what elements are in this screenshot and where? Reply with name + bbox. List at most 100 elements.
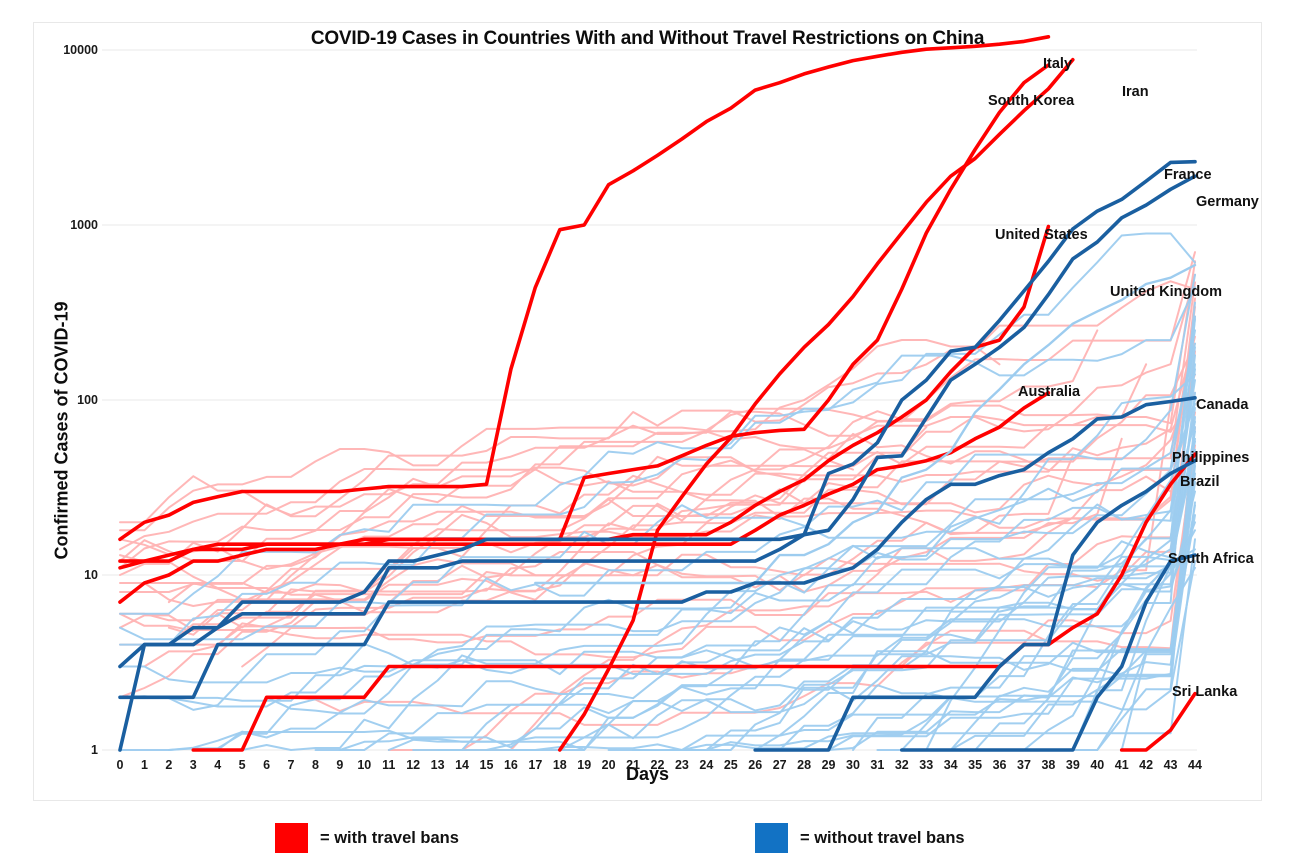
legend-item-with-travel-bans: = with travel bans [275,823,459,853]
x-tick-label-10: 10 [357,758,372,772]
series-label-united-kingdom: United Kingdom [1110,284,1222,300]
background-line-ban-23 [119,281,1196,602]
background-line-ban-17 [119,339,1001,569]
x-tick-label-27: 27 [772,758,787,772]
background-line-ban-11 [119,260,1196,532]
x-tick-label-28: 28 [797,758,812,772]
x-tick-label-21: 21 [626,758,641,772]
background-line-noban-16 [705,430,1196,751]
x-tick-label-1: 1 [140,758,148,772]
x-tick-label-44: 44 [1188,758,1202,772]
series-label-brazil: Brazil [1180,474,1220,490]
x-tick-label-32: 32 [894,758,909,772]
legend-swatch-without-travel-bans [755,823,788,853]
x-tick-label-15: 15 [479,758,494,772]
x-tick-label-26: 26 [748,758,763,772]
background-line-ban-22 [461,475,1172,751]
x-tick-label-6: 6 [263,758,271,772]
series-label-south-korea: South Korea [988,93,1075,109]
x-tick-label-16: 16 [503,758,518,772]
background-line-noban-34 [338,504,1196,751]
x-tick-label-11: 11 [382,758,396,772]
background-line-noban-31 [1120,514,1196,751]
series-line-united-kingdom [534,263,1197,585]
background-line-ban-14 [241,411,1196,668]
x-tick-label-2: 2 [165,758,173,772]
legend-swatch-with-travel-bans [275,823,308,853]
series-label-germany: Germany [1196,194,1259,210]
x-tick-label-7: 7 [287,758,295,772]
series-line-south-africa [900,553,1197,752]
x-tick-label-3: 3 [189,758,197,772]
background-line-noban-36 [412,454,1196,751]
legend-label-with-travel-bans: = with travel bans [320,828,459,847]
series-label-australia: Australia [1018,384,1081,400]
series-line-germany [118,174,1197,752]
x-tick-label-35: 35 [968,758,983,772]
background-line-noban-9 [314,363,1196,751]
x-tick-label-43: 43 [1163,758,1178,772]
series-line-italy [118,35,1051,542]
background-line-ban-5 [119,273,1196,551]
y-tick-label-1000: 1000 [70,218,98,232]
background-line-ban-10 [119,329,1099,570]
x-axis-title: Days [625,764,670,784]
background-line-noban-19 [827,416,1196,751]
x-tick-label-22: 22 [650,758,665,772]
background-line-noban-33 [119,472,1196,751]
y-tick-label-1: 1 [91,743,98,757]
background-line-ban-24 [216,342,1196,629]
legend-label-without-travel-bans: = without travel bans [800,828,965,847]
x-tick-label-8: 8 [311,758,319,772]
background-line-noban-12 [509,407,1196,751]
series-label-united-states: United States [995,227,1088,243]
x-tick-label-29: 29 [821,758,836,772]
background-line-noban-8 [241,342,1196,751]
background-line-ban-9 [167,350,1196,604]
x-tick-label-34: 34 [943,758,958,772]
x-tick-label-30: 30 [846,758,860,772]
x-tick-label-25: 25 [723,758,738,772]
series-label-france: France [1164,167,1212,183]
background-line-noban-20 [852,368,1196,751]
background-line-ban-3 [119,280,1196,576]
x-tick-label-12: 12 [406,758,421,772]
background-line-noban-39 [632,538,1196,751]
background-line-noban-13 [558,373,1196,751]
x-tick-label-39: 39 [1065,758,1080,772]
series-label-italy: Italy [1043,56,1073,72]
y-axis-title: Confirmed Cases of COVID-19 [51,301,72,560]
background-line-ban-1 [119,251,1196,524]
background-line-noban-7 [119,420,1196,702]
x-tick-label-13: 13 [430,758,445,772]
background-line-noban-11 [436,440,1196,751]
x-tick-label-31: 31 [870,758,885,772]
x-tick-label-42: 42 [1139,758,1154,772]
x-tick-label-24: 24 [699,758,714,772]
x-tick-label-9: 9 [336,758,344,772]
series-label-south-africa: South Africa [1168,551,1254,567]
x-tick-label-20: 20 [601,758,616,772]
x-tick-label-33: 33 [919,758,934,772]
x-tick-label-40: 40 [1090,758,1105,772]
x-tick-label-0: 0 [116,758,124,772]
chart-title: COVID-19 Cases in Countries With and Wit… [310,28,985,49]
legend-item-without-travel-bans: = without travel bans [755,823,965,853]
series-line-iran [558,57,1075,752]
x-tick-label-37: 37 [1017,758,1031,772]
background-line-noban-0 [119,273,1196,711]
x-tick-label-5: 5 [238,758,246,772]
plot-area [102,35,1197,752]
x-tick-label-17: 17 [528,758,543,772]
series-line-australia [118,391,1051,604]
y-tick-label-100: 100 [77,393,98,407]
background-line-noban-3 [119,286,1196,646]
x-tick-label-19: 19 [577,758,592,772]
background-line-noban-29 [1071,448,1196,751]
background-line-noban-38 [778,560,1196,751]
plot-svg [102,35,1197,752]
chart-legend: = with travel bans = without travel bans [0,815,1300,860]
x-tick-label-36: 36 [992,758,1007,772]
series-line-france [118,159,1197,669]
series-label-iran: Iran [1122,84,1149,100]
